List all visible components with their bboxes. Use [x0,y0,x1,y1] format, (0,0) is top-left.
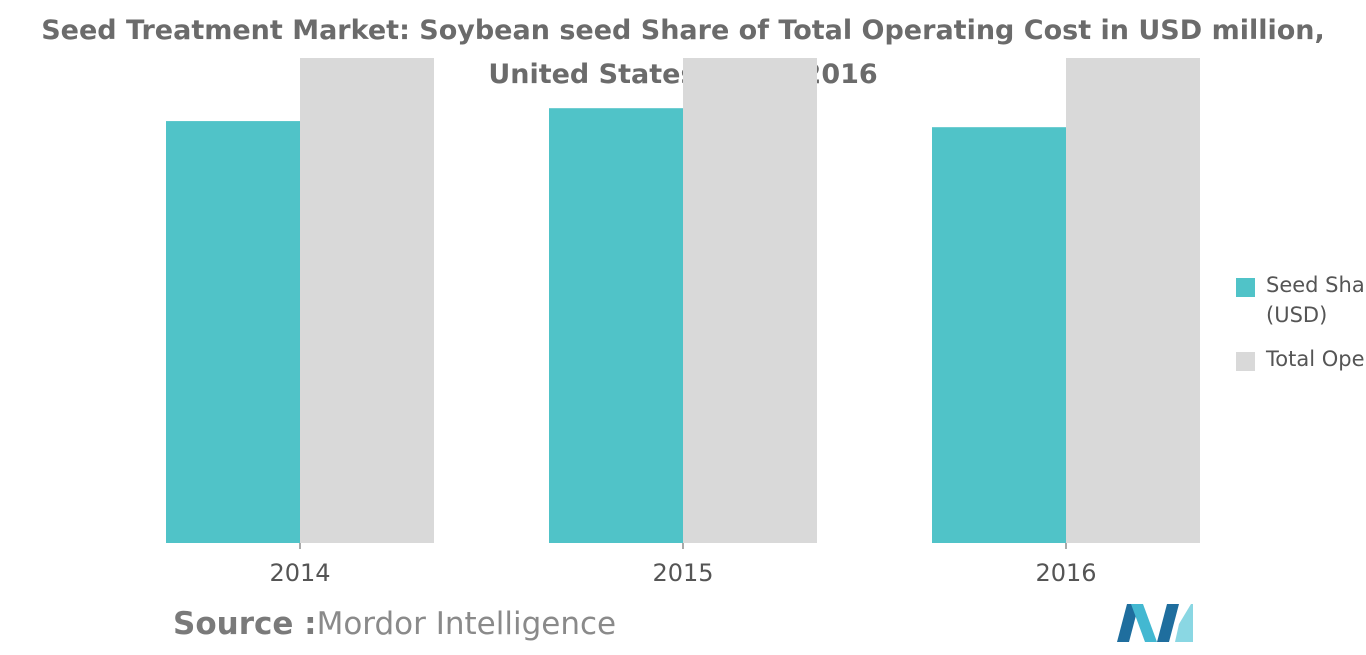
chart-title-line-1: Seed Treatment Market: Soybean seed Shar… [41,15,1325,46]
seed-share-bar-2015[interactable] [549,108,683,543]
seed-share-bar-2016[interactable] [932,127,1066,543]
legend-label-seed-share-line-1: Seed Share [1266,273,1366,297]
source-label: Source : [173,606,317,642]
total-operating-cost-bar-2015[interactable] [683,58,817,543]
legend-item-total-operating-cost[interactable]: Total Operating Cost (USD) [1236,344,1366,374]
bar-group-2016 [932,58,1200,543]
logo-left-stroke [1117,604,1139,642]
source-text: Mordor Intelligence [316,606,617,642]
logo-right-stroke [1157,604,1179,642]
total-operating-cost-bar-2016[interactable] [1066,58,1200,543]
x-tick-label-2014: 2014 [269,559,330,587]
source-note: Source :Mordor Intelligence [173,606,616,642]
total-operating-cost-bar-2014[interactable] [300,58,434,543]
logo-far-right-stroke [1175,604,1193,642]
seed-share-bar-2014[interactable] [166,121,300,543]
legend-swatch-seed-share [1236,278,1255,297]
bar-group-2015 [549,58,817,543]
legend: Seed Share (USD) Total Operating Cost (U… [1236,270,1366,374]
mordor-intelligence-logo-icon [1117,604,1193,642]
legend-item-seed-share[interactable]: Seed Share (USD) [1236,270,1366,330]
x-tick-label-2016: 2016 [1035,559,1096,587]
legend-label-total-operating-cost: Total Operating Cost (USD) [1266,347,1366,371]
x-tick-label-2015: 2015 [652,559,713,587]
legend-label-seed-share-line-2: (USD) [1266,303,1328,327]
legend-swatch-total-operating-cost [1236,352,1255,371]
bar-group-2014 [166,58,434,543]
logo-middle-stroke [1131,604,1157,642]
